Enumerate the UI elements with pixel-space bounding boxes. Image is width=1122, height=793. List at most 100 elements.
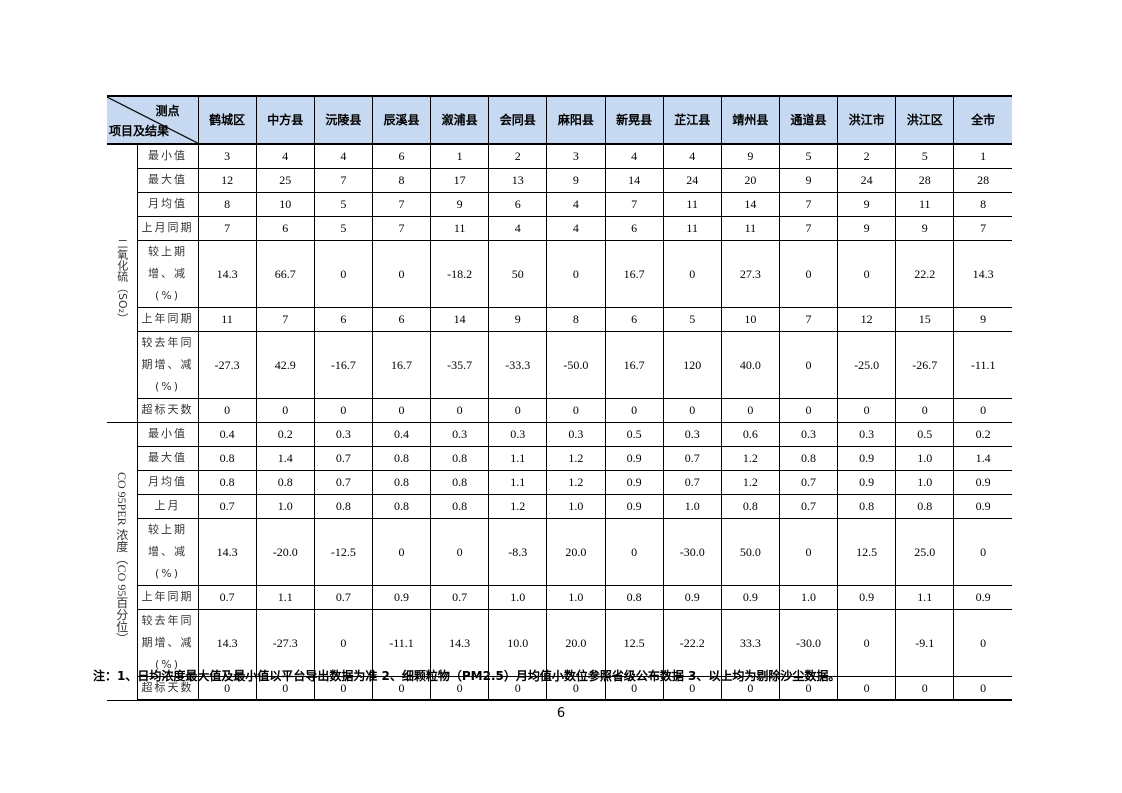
table-cell: 0.8 xyxy=(430,493,490,519)
column-header: 靖州县 xyxy=(720,95,780,145)
table-cell: 0 xyxy=(197,675,257,701)
column-header: 鹤城区 xyxy=(197,95,257,145)
column-header: 新晃县 xyxy=(604,95,664,145)
table-cell: 0.3 xyxy=(430,421,490,447)
table-cell: -8.3 xyxy=(488,517,548,586)
table-cell: 1.4 xyxy=(255,445,315,471)
table-cell: 4 xyxy=(488,215,548,241)
table-cell: 4 xyxy=(255,143,315,169)
table-cell: 7 xyxy=(197,215,257,241)
table-cell: -27.3 xyxy=(255,608,315,677)
table-cell: 1.1 xyxy=(255,584,315,610)
table-cell: 0.8 xyxy=(371,493,432,519)
table-cell: 0.7 xyxy=(313,445,373,471)
table-cell: 16.7 xyxy=(371,330,432,399)
table-cell: 0 xyxy=(720,675,780,701)
table-row: 上月同期 7 6 5 7 11 4 4 6 11 11 7 9 9 7 xyxy=(107,215,1012,241)
table-cell: 8 xyxy=(197,191,257,217)
table-cell: 5 xyxy=(895,143,955,169)
table-cell: 20 xyxy=(720,167,780,193)
table-cell: 0.8 xyxy=(778,445,839,471)
table-cell: 1.1 xyxy=(488,469,548,495)
table-cell: 12.5 xyxy=(837,517,897,586)
table-cell: 17 xyxy=(430,167,490,193)
table-cell: 1.1 xyxy=(895,584,955,610)
table-cell: 0 xyxy=(546,675,606,701)
table-cell: 3 xyxy=(197,143,257,169)
row-label: 最小值 xyxy=(136,421,199,447)
column-header: 辰溪县 xyxy=(371,95,432,145)
table-cell: 0.7 xyxy=(430,584,490,610)
table-cell: 5 xyxy=(662,306,722,332)
table-cell: 0 xyxy=(255,397,315,423)
table-cell: -30.0 xyxy=(662,517,722,586)
row-label: 上年同期 xyxy=(137,306,199,332)
table-cell: 0 xyxy=(778,397,839,423)
table-cell: 0.4 xyxy=(371,421,432,447)
column-header: 通道县 xyxy=(778,95,839,145)
table-row: 二氧化硫（SO₂） 最小值 3 4 4 6 1 2 3 4 4 9 5 2 5 1 xyxy=(107,143,1012,423)
table-cell: 24 xyxy=(662,167,722,193)
table-cell: 16.7 xyxy=(604,330,664,399)
table-cell: 0.8 xyxy=(430,469,490,495)
table-cell: 0 xyxy=(371,239,432,308)
table-cell: 1.2 xyxy=(720,469,780,495)
table-cell: 14 xyxy=(604,167,664,193)
table-cell: 0.6 xyxy=(720,421,780,447)
column-header: 沅陵县 xyxy=(313,95,373,145)
table-cell: 0 xyxy=(720,397,780,423)
table-cell: 42.9 xyxy=(255,330,315,399)
page-number: 6 xyxy=(556,706,566,721)
table-cell: 0.3 xyxy=(488,421,548,447)
table-cell: 6 xyxy=(488,191,548,217)
table-cell: 0.8 xyxy=(720,493,780,519)
table-cell: 13 xyxy=(488,167,548,193)
row-label: 超标天数 xyxy=(137,675,199,701)
table-cell: 0 xyxy=(313,239,373,308)
table-cell: 4 xyxy=(604,143,664,169)
table-cell: 0.7 xyxy=(313,469,373,495)
table-row: 较上期增、减(%) 14.3 -20.0 -12.5 0 0 -8.3 20.0 0 -30.0 5… xyxy=(107,517,1012,586)
table-cell: 0 xyxy=(953,608,1012,677)
table-cell: 0.8 xyxy=(197,469,257,495)
table-cell: 11 xyxy=(720,215,780,241)
table-cell: 1.2 xyxy=(546,469,606,495)
table-row: 最大值 12 25 7 8 17 13 9 14 24 20 9 24 28 28 xyxy=(107,167,1012,193)
table-cell: 0.8 xyxy=(837,493,897,519)
table-cell: 11 xyxy=(895,191,955,217)
table-cell: 0 xyxy=(837,608,897,677)
table-cell: 9 xyxy=(895,215,955,241)
table-cell: 0 xyxy=(546,397,606,423)
table-cell: 0.8 xyxy=(371,469,432,495)
column-header: 洪江区 xyxy=(895,95,955,145)
table-cell: 22.2 xyxy=(895,239,955,308)
table-cell: 0 xyxy=(953,397,1012,423)
column-header: 中方县 xyxy=(255,95,315,145)
row-label: 超标天数 xyxy=(137,397,199,423)
table-cell: -16.7 xyxy=(313,330,373,399)
table-cell: 0.7 xyxy=(197,584,257,610)
group-label-cell: CO 95PER 浓度（CO 95百分位） xyxy=(107,421,138,701)
table-row: 较去年同期增、减(%) -27.3 42.9 -16.7 16.7 -35.7 -33.3-… xyxy=(107,330,1012,399)
column-header: 全市 xyxy=(953,95,1012,145)
table-cell: 40.0 xyxy=(720,330,780,399)
row-label: 最小值 xyxy=(136,143,199,169)
table-cell: 6 xyxy=(371,143,432,169)
corner-top-label: 测点 xyxy=(155,104,180,118)
table-cell: 0.9 xyxy=(604,445,664,471)
table-cell: 24 xyxy=(837,167,897,193)
table-cell: 1.0 xyxy=(778,584,839,610)
table-cell: 0 xyxy=(662,397,722,423)
table-cell: 0.7 xyxy=(778,493,839,519)
table-cell: 7 xyxy=(778,306,839,332)
table-cell: 12 xyxy=(837,306,897,332)
column-header: 洪江市 xyxy=(837,95,897,145)
table-cell: 8 xyxy=(546,306,606,332)
table-cell: 0.3 xyxy=(662,421,722,447)
table-cell: 14.3 xyxy=(953,239,1012,308)
row-label: 最大值 xyxy=(137,445,199,471)
table-cell: 0 xyxy=(837,675,897,701)
table-cell: 10 xyxy=(255,191,315,217)
table-cell: 0 xyxy=(255,675,315,701)
column-header: 溆浦县 xyxy=(430,95,490,145)
